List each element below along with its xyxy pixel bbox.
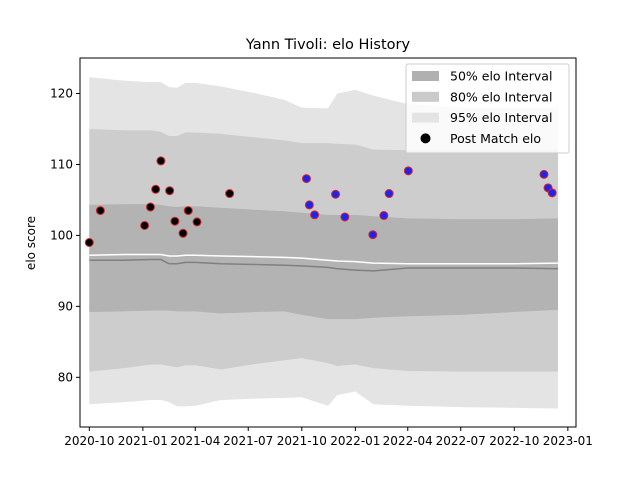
x-tick-label-5: 2022-01	[330, 434, 380, 448]
plot-area	[84, 77, 558, 409]
y-axis-ticks: 80 90 100 110 120	[50, 86, 80, 384]
post-match-point-s0-5	[156, 156, 166, 166]
x-tick-label-2: 2021-04	[170, 434, 220, 448]
post-match-point-s1-2	[310, 210, 320, 220]
legend-marker-3	[420, 133, 431, 144]
x-tick-label-0: 2020-10	[64, 434, 114, 448]
axes-frame	[79, 57, 577, 428]
post-match-point-s0-6	[165, 186, 175, 196]
chart-title: Yann Tivoli: elo History	[245, 37, 411, 53]
post-match-point-s0-11	[225, 189, 235, 199]
post-match-point-s1-3	[331, 189, 341, 199]
post-match-point-s0-2	[140, 220, 150, 230]
x-tick-label-7: 2022-07	[436, 434, 486, 448]
post-match-point-s0-4	[151, 184, 161, 194]
x-tick-label-9: 2023-01	[543, 434, 593, 448]
legend-box	[405, 63, 570, 154]
x-tick-label-8: 2022-10	[489, 434, 539, 448]
post-match-point-s1-5	[368, 230, 378, 240]
trend-lines	[89, 253, 558, 272]
post-match-point-s1-7	[384, 189, 394, 199]
post-match-point-s1-9	[539, 169, 549, 179]
post-match-point-s1-0	[301, 174, 311, 184]
post-match-point-s0-1	[95, 206, 105, 216]
y-tick-label-4: 120	[50, 86, 73, 100]
x-tick-label-1: 2021-01	[118, 434, 168, 448]
legend-swatch-0	[412, 71, 439, 81]
post-match-point-s0-9	[183, 206, 193, 216]
y-tick-label-0: 80	[58, 370, 73, 384]
y-tick-label-1: 90	[58, 299, 73, 313]
post-match-point-s1-11	[547, 188, 557, 198]
post-match-point-s0-10	[192, 217, 202, 227]
legend-label-0: 50% elo Interval	[450, 69, 552, 84]
y-tick-label-2: 100	[50, 228, 73, 242]
y-tick-label-3: 110	[50, 157, 73, 171]
legend-label-2: 95% elo Interval	[450, 110, 552, 125]
legend-label-1: 80% elo Interval	[450, 89, 552, 104]
y-axis-label: elo score	[24, 216, 38, 270]
post-match-point-s1-6	[379, 211, 389, 221]
x-tick-label-6: 2022-04	[383, 434, 433, 448]
mean-line	[89, 253, 558, 265]
median-line	[89, 258, 558, 272]
post-match-point-s0-3	[145, 202, 155, 212]
x-tick-label-3: 2021-07	[223, 434, 273, 448]
x-tick-label-4: 2021-10	[277, 434, 327, 448]
post-match-point-s1-4	[340, 212, 350, 222]
post-match-point-s1-8	[403, 166, 413, 176]
legend: 50% elo Interval 80% elo Interval 95% elo …	[405, 63, 570, 154]
post-match-point-s0-8	[178, 228, 188, 238]
legend-swatch-2	[412, 112, 439, 123]
x-axis-ticks: 2020-10 2021-01 2021-04 2021-07 2021-10 2022-…	[64, 427, 593, 448]
legend-swatch-1	[412, 91, 439, 102]
post-match-points	[84, 156, 557, 247]
post-match-point-s0-7	[170, 216, 180, 226]
post-match-point-s0-0	[84, 238, 94, 247]
band-50-percent	[89, 204, 558, 320]
post-match-point-s1-1	[304, 200, 314, 210]
legend-label-3: Post Match elo	[450, 131, 541, 146]
interval-bands	[89, 77, 558, 409]
